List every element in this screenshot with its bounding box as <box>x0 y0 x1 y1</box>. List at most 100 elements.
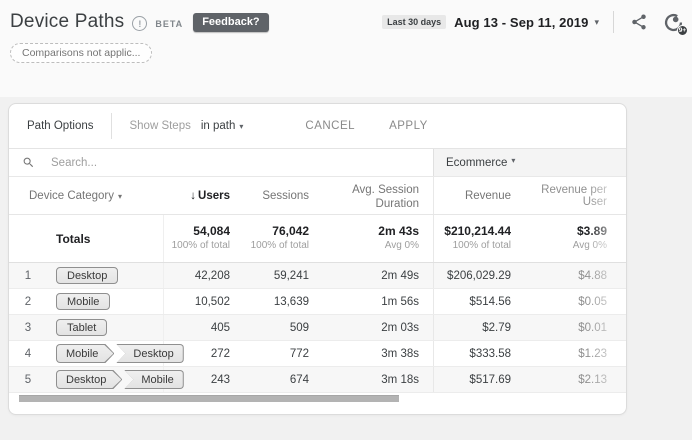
column-header-label: Device Category <box>29 190 114 202</box>
device-path-cell: Mobile <box>47 289 163 314</box>
revenue-per-user-cell: $4.88 <box>523 270 626 282</box>
totals-users: 54,084 100% of total <box>163 215 233 262</box>
totals-revenue-per-user-subtext: Avg 0% <box>523 239 607 253</box>
users-cell: 10,502 <box>163 289 233 314</box>
device-chip[interactable]: Desktop <box>56 267 118 284</box>
avg-duration-cell: 2m 03s <box>313 322 433 334</box>
table-row[interactable]: 4 Mobile Desktop 272 772 3m 38s $333.58 … <box>9 341 626 367</box>
row-number: 1 <box>9 270 47 282</box>
column-header-revenue-per-user[interactable]: Revenue per User <box>523 184 626 208</box>
revenue-cell: $2.79 <box>433 315 523 340</box>
cancel-button[interactable]: CANCEL <box>305 120 355 132</box>
totals-revenue: $210,214.44 100% of total <box>433 215 523 262</box>
totals-revenue-value: $210,214.44 <box>434 224 511 239</box>
device-path-cell: Desktop Mobile <box>47 367 163 392</box>
column-header-users[interactable]: ↓Users <box>163 190 233 202</box>
beta-badge: BETA <box>155 19 183 29</box>
sessions-cell: 674 <box>233 374 313 386</box>
search-placeholder: Search... <box>51 157 97 169</box>
chevron-down-icon[interactable]: ▾ <box>594 17 599 28</box>
column-header-device-category[interactable]: Device Category ▾ <box>9 190 163 202</box>
show-steps-value: in path <box>201 120 236 132</box>
date-range-selector[interactable]: Aug 13 - Sep 11, 2019 <box>454 15 588 30</box>
sort-descending-icon: ↓ <box>190 190 196 202</box>
table-row[interactable]: 2 Mobile 10,502 13,639 1m 56s $514.56 $0… <box>9 289 626 315</box>
device-path-chip-start[interactable]: Desktop <box>56 370 122 389</box>
sessions-cell: 772 <box>233 348 313 360</box>
row-number: 4 <box>9 348 47 360</box>
totals-avg-session-duration: 2m 43s Avg 0% <box>313 224 433 253</box>
search-input[interactable]: Search... <box>9 149 433 176</box>
sessions-cell: 509 <box>233 322 313 334</box>
sessions-cell: 59,241 <box>233 270 313 282</box>
date-range-preset-badge: Last 30 days <box>382 15 446 29</box>
search-row: Search... Ecommerce ▾ <box>9 149 626 177</box>
totals-sessions-value: 76,042 <box>233 224 309 239</box>
chevron-down-icon: ▾ <box>511 156 515 165</box>
path-options-button[interactable]: Path Options <box>27 120 93 132</box>
insights-icon[interactable]: 9+ <box>660 9 686 35</box>
apply-button[interactable]: APPLY <box>389 120 428 132</box>
device-chip-label: Mobile <box>66 348 98 360</box>
device-chip-label: Desktop <box>66 374 106 386</box>
path-toolbar: Path Options Show Steps in path▾ CANCEL … <box>9 104 626 149</box>
users-cell: 42,208 <box>163 263 233 288</box>
device-path-cell: Tablet <box>47 315 163 340</box>
totals-users-value: 54,084 <box>164 224 230 239</box>
device-chip-label: Mobile <box>141 374 173 386</box>
info-icon[interactable]: ! <box>132 16 147 31</box>
chevron-down-icon: ▾ <box>239 122 243 131</box>
revenue-per-user-cell: $0.05 <box>523 296 626 308</box>
revenue-per-user-cell: $2.13 <box>523 374 626 386</box>
totals-revenue-per-user: $3.89 Avg 0% <box>523 224 626 253</box>
revenue-cell: $517.69 <box>433 367 523 392</box>
users-cell: 405 <box>163 315 233 340</box>
horizontal-scrollbar[interactable] <box>9 395 626 403</box>
table-header-row: Device Category ▾ ↓Users Sessions Avg. Se… <box>9 177 626 215</box>
avg-duration-cell: 1m 56s <box>313 296 433 308</box>
show-steps-dropdown[interactable]: in path▾ <box>201 120 244 132</box>
totals-sessions-subtext: 100% of total <box>233 239 309 253</box>
sessions-cell: 13,639 <box>233 296 313 308</box>
table-row[interactable]: 5 Desktop Mobile 243 674 3m 18s $517.69 … <box>9 367 626 393</box>
chevron-down-icon: ▾ <box>118 192 122 201</box>
horizontal-scrollbar-thumb[interactable] <box>19 395 399 402</box>
device-chip[interactable]: Tablet <box>56 319 107 336</box>
avg-duration-cell: 2m 49s <box>313 270 433 282</box>
avg-duration-cell: 3m 18s <box>313 374 433 386</box>
header-actions: Last 30 days Aug 13 - Sep 11, 2019 ▾ 9+ <box>382 9 686 35</box>
insights-count-badge: 9+ <box>677 25 688 36</box>
page-header: Device Paths ! BETA Feedback? Last 30 da… <box>10 9 686 35</box>
column-header-avg-session-duration[interactable]: Avg. Session Duration <box>313 181 433 211</box>
device-chip-label: Desktop <box>133 348 173 360</box>
table-row[interactable]: 3 Tablet 405 509 2m 03s $2.79 $0.01 <box>9 315 626 341</box>
revenue-cell: $333.58 <box>433 341 523 366</box>
share-icon[interactable] <box>626 9 652 35</box>
comparison-chip[interactable]: Comparisons not applic... <box>10 43 152 63</box>
totals-avg-duration-value: 2m 43s <box>313 224 419 239</box>
feedback-button[interactable]: Feedback? <box>193 13 268 32</box>
header-divider <box>613 11 614 33</box>
device-path-chip-start[interactable]: Mobile <box>56 344 114 363</box>
column-header-revenue[interactable]: Revenue <box>433 177 523 214</box>
device-path-cell: Mobile Desktop <box>47 341 163 366</box>
totals-revenue-per-user-value: $3.89 <box>523 224 607 239</box>
totals-sessions: 76,042 100% of total <box>233 224 313 253</box>
metric-group-selector[interactable]: Ecommerce ▾ <box>433 149 626 176</box>
avg-duration-cell: 3m 38s <box>313 348 433 360</box>
revenue-cell: $206,029.29 <box>433 263 523 288</box>
column-header-sessions[interactable]: Sessions <box>233 190 313 202</box>
row-number: 2 <box>9 296 47 308</box>
table-row[interactable]: 1 Desktop 42,208 59,241 2m 49s $206,029.… <box>9 263 626 289</box>
search-icon <box>22 156 35 169</box>
page-title: Device Paths <box>10 11 124 33</box>
totals-row: Totals 54,084 100% of total 76,042 100% … <box>9 215 626 263</box>
totals-label: Totals <box>9 232 163 246</box>
device-path-cell: Desktop <box>47 263 163 288</box>
metric-group-label: Ecommerce <box>446 157 507 169</box>
revenue-cell: $514.56 <box>433 289 523 314</box>
device-chip[interactable]: Mobile <box>56 293 110 310</box>
device-path-chip-end[interactable]: Mobile <box>124 370 183 389</box>
device-path-chip-end[interactable]: Desktop <box>116 344 183 363</box>
row-number: 5 <box>9 374 47 386</box>
